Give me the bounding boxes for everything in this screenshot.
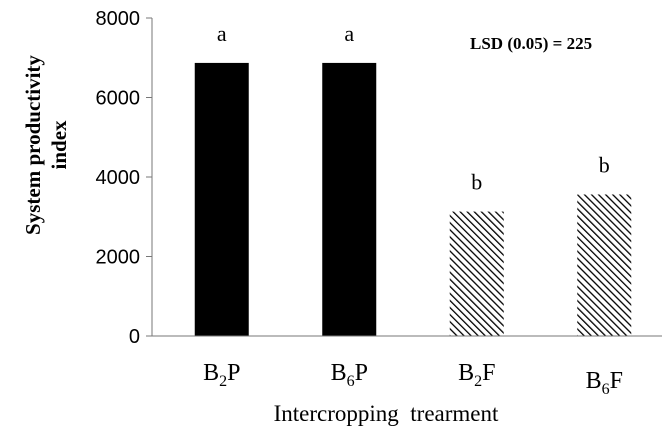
bar	[449, 211, 504, 336]
x-category-tail: F	[482, 360, 495, 386]
significance-letter: a	[344, 21, 354, 46]
y-axis-ticks: 0 2000 4000 6000 8000	[96, 8, 152, 348]
lsd-annotation: LSD (0.05) = 225	[470, 34, 592, 53]
x-category-tail: P	[227, 360, 240, 386]
x-category-subscript: 2	[474, 373, 482, 390]
y-axis-title: System productivity index	[21, 55, 71, 235]
x-category-label: B2F	[458, 360, 495, 390]
x-axis-categories: B2P B6P B2F B6F	[203, 360, 623, 398]
bar	[322, 62, 377, 336]
y-tick-label: 4000	[96, 167, 141, 189]
x-category-tail: F	[610, 368, 623, 394]
significance-letter: b	[599, 152, 610, 177]
significance-letter: b	[471, 170, 482, 195]
y-tick-label: 2000	[96, 247, 141, 269]
y-tick-label: 8000	[96, 8, 141, 30]
x-category-subscript: 2	[219, 373, 227, 390]
x-category-label: B2P	[203, 360, 240, 390]
x-category-subscript: 6	[602, 381, 610, 398]
y-axis-title-line-2: index	[47, 120, 71, 170]
significance-letters: a a b b	[217, 21, 610, 195]
bar	[577, 194, 632, 336]
y-tick-label: 0	[129, 326, 140, 348]
bar	[194, 62, 249, 336]
x-category-label: B6F	[586, 368, 623, 398]
y-tick-label: 6000	[96, 88, 141, 110]
bars	[194, 62, 632, 336]
y-axis-title-line-1: System productivity	[21, 55, 45, 235]
x-axis-title: Intercropping trearment	[274, 401, 499, 426]
x-category-base: B	[458, 360, 474, 386]
significance-letter: a	[217, 21, 227, 46]
x-category-subscript: 6	[347, 373, 355, 390]
x-category-label: B6P	[331, 360, 368, 390]
x-category-tail: P	[355, 360, 368, 386]
x-category-base: B	[203, 360, 219, 386]
x-category-base: B	[331, 360, 347, 386]
x-category-base: B	[586, 368, 602, 394]
